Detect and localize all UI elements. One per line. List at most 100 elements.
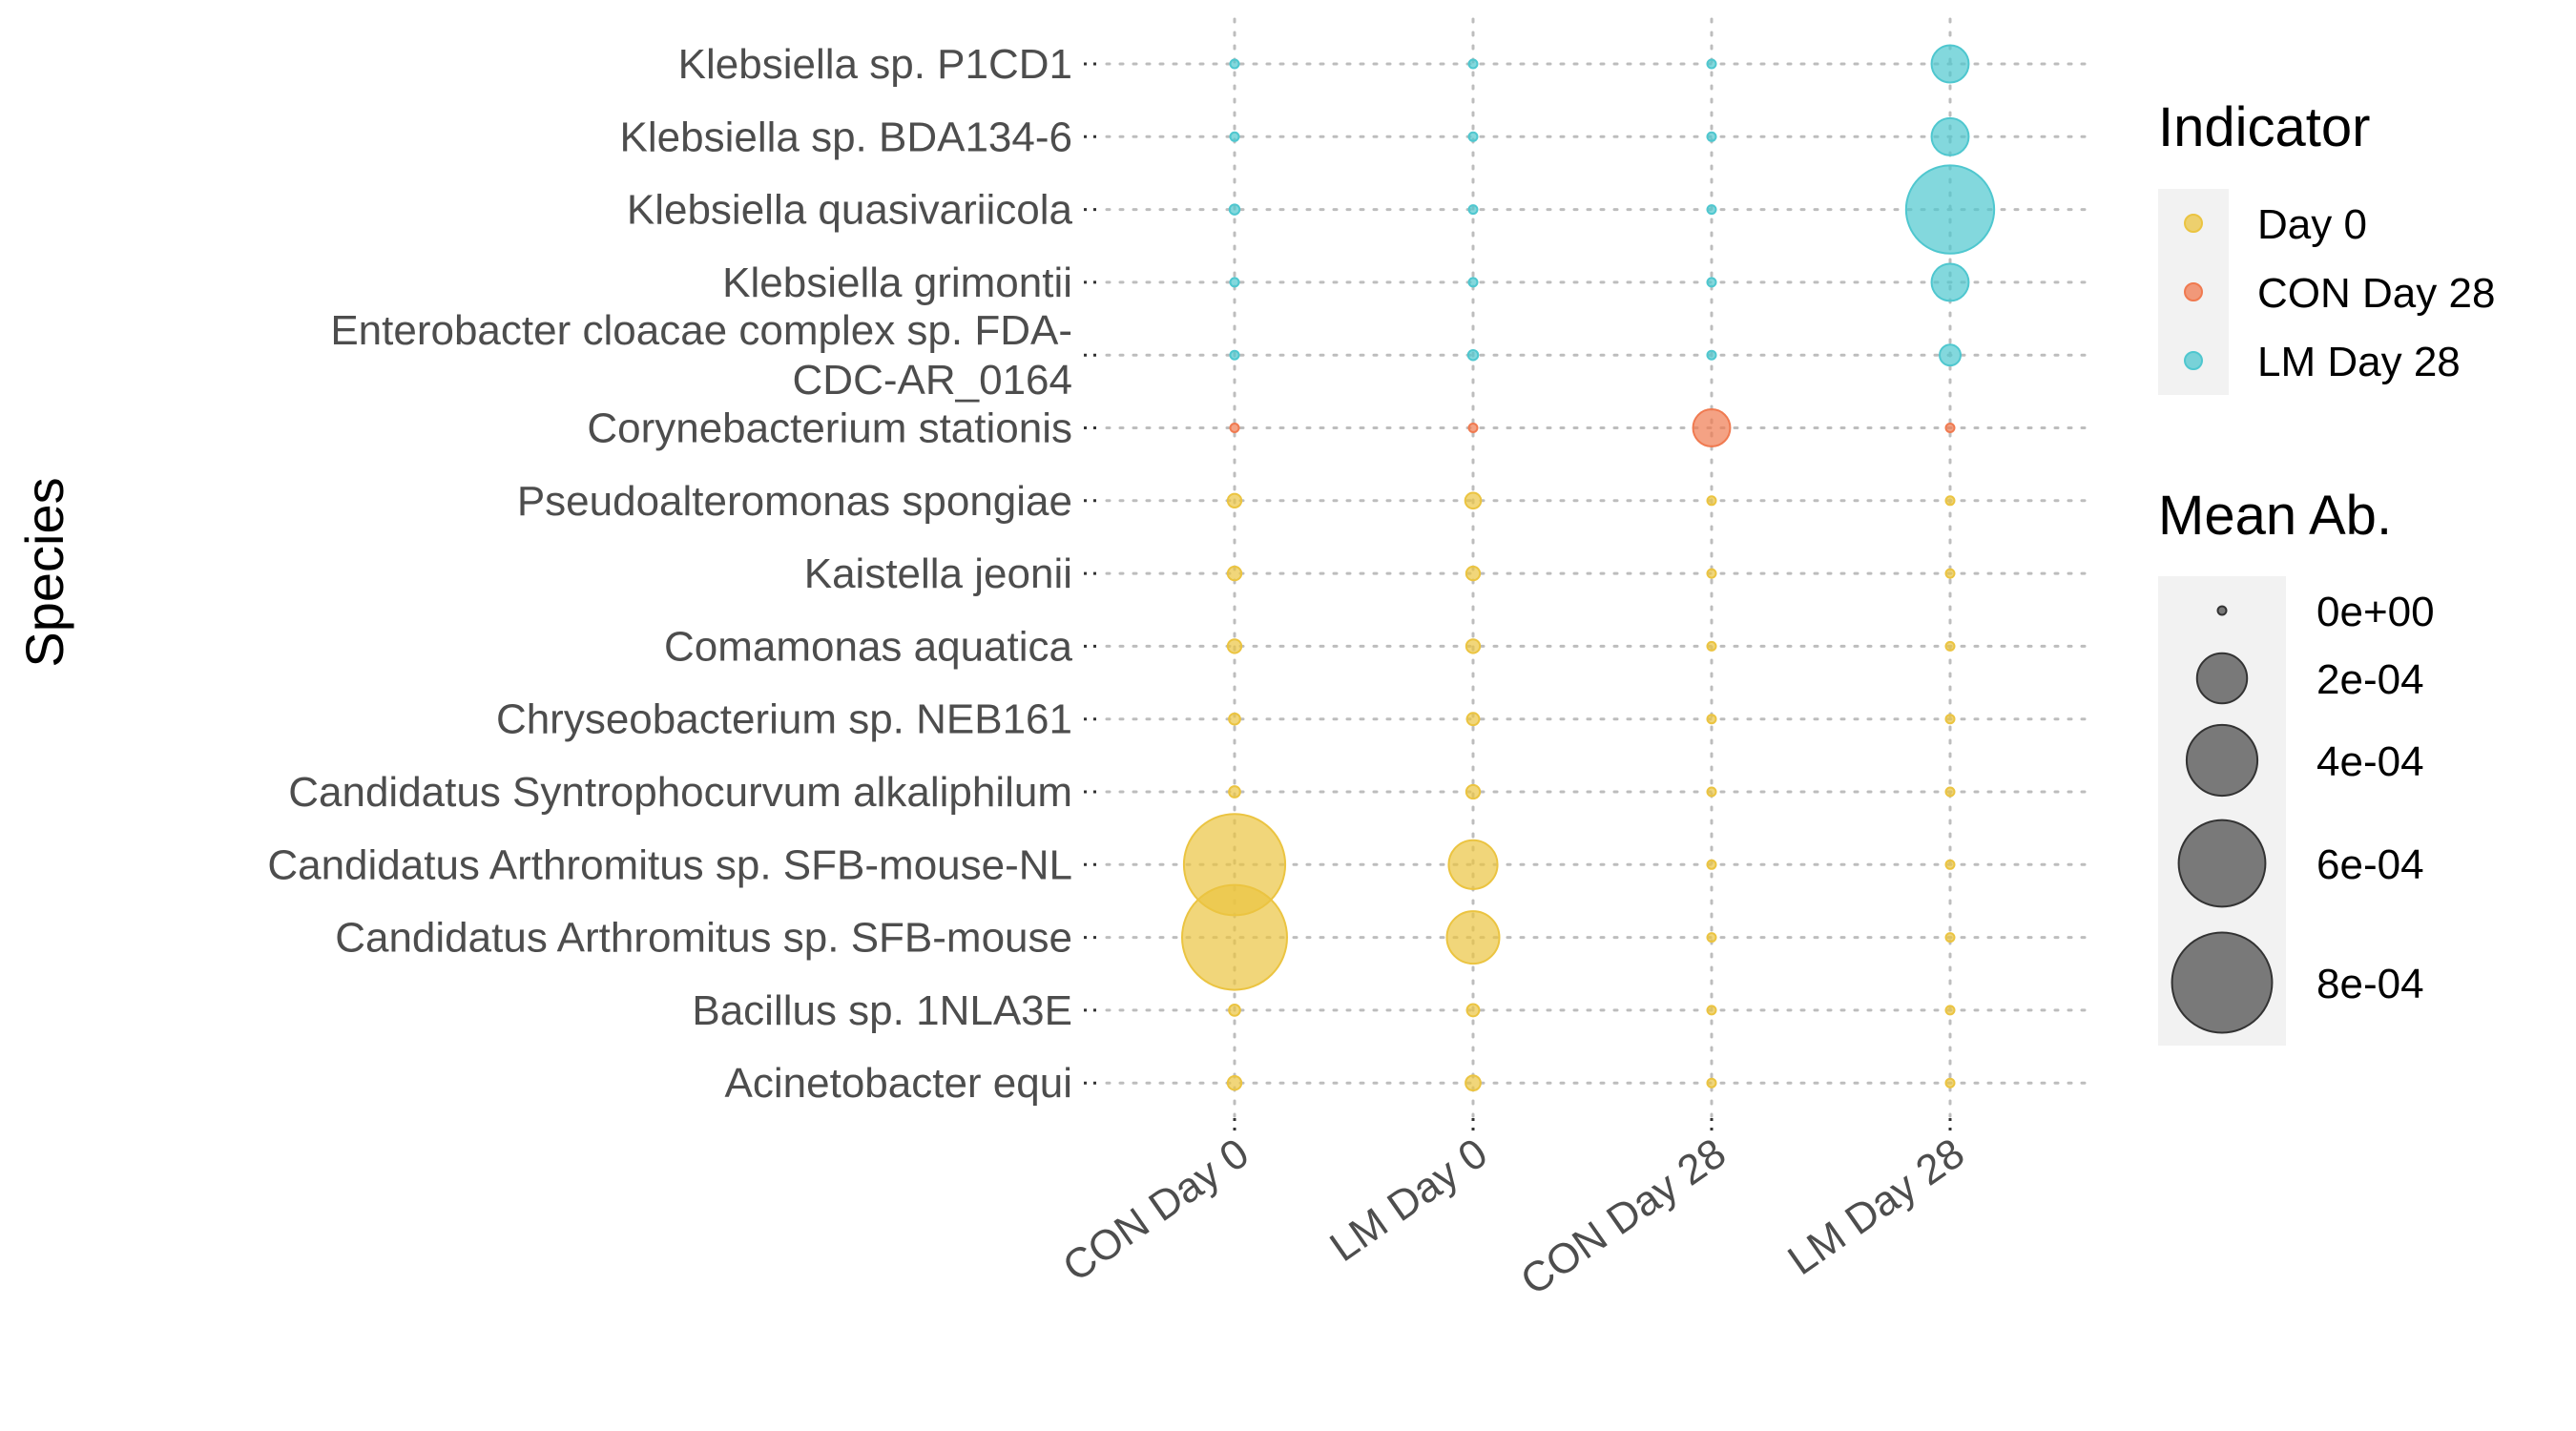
legend-size-label-4: 8e-04	[2316, 961, 2424, 1007]
legend-size-key-1	[2195, 652, 2249, 705]
y-tick-label-enterobacter-cloacae-complex-sp-fda-cdc-ar-0164: Enterobacter cloacae complex sp. FDA-CDC…	[330, 307, 1072, 404]
bubble-klebsiella-sp-p1cd1-lm-day-0	[1467, 58, 1479, 70]
legend-size-key-4	[2171, 931, 2274, 1034]
bubble-corynebacterium-stationis-con-day-0	[1229, 423, 1240, 433]
bubble-chryseobacterium-sp-neb161-con-day-0	[1228, 712, 1241, 726]
bubble-comamonas-aquatica-lm-day-28	[1944, 640, 1956, 652]
legend-indicator-label-con-day-28: CON Day 28	[2257, 270, 2495, 317]
y-tick-label-bacillus-sp-1nla3e: Bacillus sp. 1NLA3E	[692, 987, 1072, 1034]
legend-indicator-label-lm-day-28: LM Day 28	[2257, 339, 2461, 385]
bubble-kaistella-jeonii-lm-day-0	[1465, 565, 1482, 582]
bubble-candidatus-syntrophocurvum-alkaliphilum-lm-day-0	[1465, 783, 1482, 800]
legend-size-label-1: 2e-04	[2316, 656, 2424, 703]
y-tick-label-corynebacterium-stationis: Corynebacterium stationis	[587, 405, 1072, 452]
bubble-klebsiella-quasivariicola-lm-day-28	[1904, 164, 1996, 255]
bubble-pseudoalteromonas-spongiae-con-day-0	[1226, 492, 1243, 508]
bubble-klebsiella-quasivariicola-lm-day-0	[1467, 204, 1479, 216]
y-tick-label-klebsiella-sp-p1cd1: Klebsiella sp. P1CD1	[678, 41, 1072, 88]
bubble-enterobacter-cloacae-complex-sp-fda-cdc-ar-0164-con-day-0	[1229, 349, 1240, 361]
bubble-corynebacterium-stationis-lm-day-0	[1467, 423, 1479, 433]
legend-indicator-title: Indicator	[2158, 96, 2370, 158]
bubble-klebsiella-quasivariicola-con-day-28	[1706, 204, 1717, 216]
y-tick-label-klebsiella-sp-bda134-6: Klebsiella sp. BDA134-6	[620, 114, 1072, 160]
bubble-candidatus-syntrophocurvum-alkaliphilum-lm-day-28	[1944, 786, 1956, 798]
legend-size-title: Mean Ab.	[2158, 485, 2392, 547]
bubble-corynebacterium-stationis-lm-day-28	[1944, 423, 1956, 433]
bubble-klebsiella-sp-p1cd1-con-day-0	[1229, 58, 1240, 70]
bubble-pseudoalteromonas-spongiae-con-day-28	[1706, 495, 1717, 507]
y-axis-labels: Klebsiella sp. P1CD1 Klebsiella sp. BDA13…	[267, 41, 1072, 1107]
y-tick-label-acinetobacter-equi: Acinetobacter equi	[725, 1060, 1072, 1107]
bubble-klebsiella-sp-bda134-6-lm-day-0	[1467, 131, 1479, 142]
bubble-enterobacter-cloacae-complex-sp-fda-cdc-ar-0164-con-day-28	[1706, 349, 1717, 361]
bubble-acinetobacter-equi-lm-day-28	[1944, 1077, 1956, 1089]
bubble-candidatus-arthromitus-sp-sfb-mouse-con-day-28	[1706, 932, 1717, 944]
bubble-candidatus-arthromitus-sp-sfb-mouse-nl-con-day-28	[1706, 859, 1717, 870]
y-tick-label-chryseobacterium-sp-neb161: Chryseobacterium sp. NEB161	[496, 696, 1072, 743]
bubble-enterobacter-cloacae-complex-sp-fda-cdc-ar-0164-lm-day-0	[1466, 348, 1480, 362]
bubble-chryseobacterium-sp-neb161-lm-day-28	[1944, 714, 1956, 725]
bubble-kaistella-jeonii-lm-day-28	[1944, 568, 1956, 579]
legend-size-key-2	[2185, 723, 2259, 798]
bubble-klebsiella-sp-bda134-6-con-day-28	[1706, 131, 1717, 142]
legend-size-label-0: 0e+00	[2316, 589, 2435, 635]
legend-indicator-key-lm-day-28	[2184, 351, 2203, 370]
legend-size: Mean Ab. 0e+00 2e-04 4e-04 6e-04 8e-04	[2158, 485, 2435, 1046]
legend-size-key-3	[2177, 819, 2267, 908]
legend-size-label-2: 4e-04	[2316, 738, 2424, 785]
bubble-comamonas-aquatica-con-day-0	[1226, 638, 1243, 654]
bubble-bacillus-sp-1nla3e-lm-day-28	[1944, 1005, 1956, 1016]
legend-indicator: Indicator Day 0 CON Day 28 LM Day 28	[2158, 96, 2495, 395]
bubble-candidatus-arthromitus-sp-sfb-mouse-nl-lm-day-28	[1944, 859, 1956, 870]
bubble-candidatus-arthromitus-sp-sfb-mouse-con-day-0	[1181, 883, 1288, 991]
bubble-klebsiella-grimontii-con-day-28	[1706, 277, 1717, 288]
bubble-candidatus-arthromitus-sp-sfb-mouse-nl-lm-day-0	[1447, 839, 1499, 890]
bubble-comamonas-aquatica-con-day-28	[1706, 640, 1717, 652]
legend-size-label-3: 6e-04	[2316, 841, 2424, 888]
plot-bubbles	[1181, 44, 1996, 1092]
legend-indicator-label-day-0: Day 0	[2257, 201, 2367, 248]
y-tick-label-klebsiella-grimontii: Klebsiella grimontii	[722, 259, 1072, 306]
bubble-klebsiella-grimontii-lm-day-28	[1930, 262, 1970, 302]
legend-size-key-0	[2216, 605, 2228, 616]
bubble-bacillus-sp-1nla3e-lm-day-0	[1465, 1003, 1481, 1018]
bubble-pseudoalteromonas-spongiae-lm-day-28	[1944, 495, 1956, 507]
bubble-klebsiella-grimontii-lm-day-0	[1467, 277, 1479, 288]
bubble-kaistella-jeonii-con-day-0	[1226, 565, 1243, 582]
bubble-comamonas-aquatica-lm-day-0	[1465, 638, 1482, 654]
y-tick-label-candidatus-syntrophocurvum-alkaliphilum: Candidatus Syntrophocurvum alkaliphilum	[288, 769, 1072, 816]
bubble-chryseobacterium-sp-neb161-con-day-28	[1706, 714, 1717, 725]
bubble-klebsiella-quasivariicola-con-day-0	[1228, 203, 1241, 216]
bubble-enterobacter-cloacae-complex-sp-fda-cdc-ar-0164-lm-day-28	[1939, 343, 1962, 367]
bubble-bacillus-sp-1nla3e-con-day-0	[1228, 1004, 1241, 1017]
y-tick-label-candidatus-arthromitus-sp-sfb-mouse-nl: Candidatus Arthromitus sp. SFB-mouse-NL	[267, 841, 1072, 888]
bubble-kaistella-jeonii-con-day-28	[1706, 568, 1717, 579]
bubble-klebsiella-sp-p1cd1-con-day-28	[1706, 58, 1717, 70]
bubble-chryseobacterium-sp-neb161-lm-day-0	[1465, 712, 1481, 727]
y-tick-label-pseudoalteromonas-spongiae: Pseudoalteromonas spongiae	[517, 478, 1072, 525]
axis-ticks	[1084, 62, 1952, 1131]
y-tick-label-candidatus-arthromitus-sp-sfb-mouse: Candidatus Arthromitus sp. SFB-mouse	[335, 915, 1072, 962]
legend-indicator-key-con-day-28	[2184, 282, 2203, 301]
bubble-klebsiella-sp-bda134-6-con-day-0	[1229, 131, 1240, 142]
y-tick-label-klebsiella-quasivariicola: Klebsiella quasivariicola	[627, 187, 1073, 234]
bubble-candidatus-syntrophocurvum-alkaliphilum-con-day-0	[1228, 785, 1241, 798]
bubble-candidatus-arthromitus-sp-sfb-mouse-lm-day-0	[1445, 910, 1501, 965]
bubble-acinetobacter-equi-con-day-0	[1226, 1075, 1243, 1091]
bubble-acinetobacter-equi-lm-day-0	[1465, 1074, 1482, 1092]
bubble-pseudoalteromonas-spongiae-lm-day-0	[1464, 491, 1483, 510]
y-tick-label-kaistella-jeonii: Kaistella jeonii	[804, 550, 1072, 597]
bubble-klebsiella-sp-bda134-6-lm-day-28	[1930, 116, 1970, 156]
bubble-candidatus-syntrophocurvum-alkaliphilum-con-day-28	[1706, 786, 1717, 798]
legend-indicator-key-day-0	[2184, 214, 2203, 233]
bubble-corynebacterium-stationis-con-day-28	[1692, 408, 1732, 447]
bubble-bacillus-sp-1nla3e-con-day-28	[1706, 1005, 1717, 1016]
bubble-klebsiella-grimontii-con-day-0	[1229, 277, 1240, 288]
bubble-acinetobacter-equi-con-day-28	[1706, 1077, 1717, 1089]
bubble-candidatus-arthromitus-sp-sfb-mouse-lm-day-28	[1944, 932, 1956, 944]
bubble-klebsiella-sp-p1cd1-lm-day-28	[1930, 44, 1970, 84]
y-tick-label-comamonas-aquatica: Comamonas aquatica	[664, 623, 1073, 670]
y-axis-title: Species	[14, 477, 74, 667]
